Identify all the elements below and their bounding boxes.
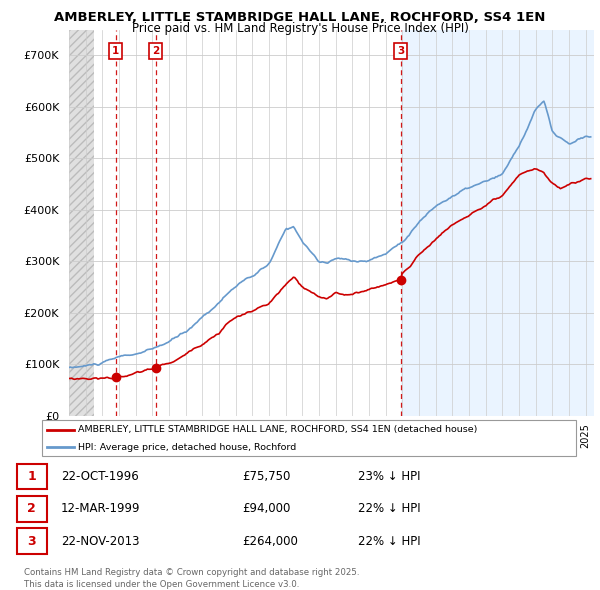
Text: 22-OCT-1996: 22-OCT-1996 — [61, 470, 139, 483]
FancyBboxPatch shape — [17, 496, 47, 522]
Text: £75,750: £75,750 — [242, 470, 291, 483]
Text: AMBERLEY, LITTLE STAMBRIDGE HALL LANE, ROCHFORD, SS4 1EN: AMBERLEY, LITTLE STAMBRIDGE HALL LANE, R… — [55, 11, 545, 24]
Text: £94,000: £94,000 — [242, 502, 291, 516]
Text: 2: 2 — [152, 46, 159, 55]
FancyBboxPatch shape — [17, 529, 47, 553]
Text: HPI: Average price, detached house, Rochford: HPI: Average price, detached house, Roch… — [78, 442, 296, 452]
Text: 22-NOV-2013: 22-NOV-2013 — [61, 535, 139, 548]
FancyBboxPatch shape — [42, 421, 576, 455]
Text: 3: 3 — [397, 46, 404, 55]
Text: £264,000: £264,000 — [242, 535, 298, 548]
Text: 22% ↓ HPI: 22% ↓ HPI — [358, 535, 420, 548]
Text: 12-MAR-1999: 12-MAR-1999 — [61, 502, 140, 516]
Text: 22% ↓ HPI: 22% ↓ HPI — [358, 502, 420, 516]
Text: Contains HM Land Registry data © Crown copyright and database right 2025.
This d: Contains HM Land Registry data © Crown c… — [24, 568, 359, 589]
Text: 3: 3 — [27, 535, 36, 548]
Text: 1: 1 — [27, 470, 36, 483]
Bar — [401, 30, 594, 416]
Text: AMBERLEY, LITTLE STAMBRIDGE HALL LANE, ROCHFORD, SS4 1EN (detached house): AMBERLEY, LITTLE STAMBRIDGE HALL LANE, R… — [78, 425, 477, 434]
Text: 23% ↓ HPI: 23% ↓ HPI — [358, 470, 420, 483]
FancyBboxPatch shape — [17, 464, 47, 490]
Text: 2: 2 — [27, 502, 36, 516]
Bar — [69, 30, 94, 416]
Text: Price paid vs. HM Land Registry's House Price Index (HPI): Price paid vs. HM Land Registry's House … — [131, 22, 469, 35]
Text: 1: 1 — [112, 46, 119, 55]
